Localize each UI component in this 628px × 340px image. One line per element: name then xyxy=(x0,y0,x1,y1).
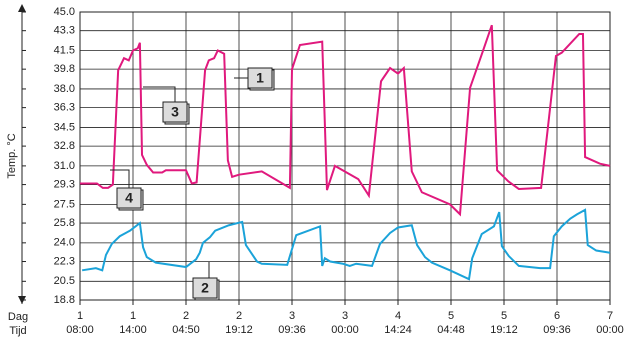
y-tick-label: 22.3 xyxy=(54,255,75,267)
y-tick-label: 34.5 xyxy=(54,121,75,133)
x-tick-label-time: 00:00 xyxy=(331,324,359,336)
callout: 4 xyxy=(116,187,144,211)
x-tick-label-time: 08:00 xyxy=(66,324,94,336)
y-tick-label: 32.8 xyxy=(54,140,75,152)
y-tick-label: 31.0 xyxy=(54,160,75,172)
callout-label: 4 xyxy=(125,190,133,206)
x-tick-label-time: 00:00 xyxy=(596,324,624,336)
y-tick-label: 29.3 xyxy=(54,178,75,190)
callout: 3 xyxy=(162,101,190,125)
y-tick-label: 36.3 xyxy=(54,102,75,114)
callout-box xyxy=(162,101,188,123)
y-tick-label: 25.8 xyxy=(54,217,75,229)
y-tick-label: 43.3 xyxy=(54,25,75,37)
x-tick-label: 7 xyxy=(607,310,613,322)
y-tick-label: 18.8 xyxy=(54,294,75,306)
x-axis-label: Dag xyxy=(8,311,28,323)
y-tick-label: 38.0 xyxy=(54,83,75,95)
x-tick-label: 2 xyxy=(183,310,189,322)
x-tick-label: 1 xyxy=(77,310,83,322)
y-tick-label: 45.0 xyxy=(54,6,75,18)
x-axis-label-2: Tijd xyxy=(9,325,26,337)
x-tick-label: 3 xyxy=(289,310,295,322)
x-tick-label-time: 19:12 xyxy=(225,324,253,336)
x-tick-label-time: 04:48 xyxy=(437,324,465,336)
x-tick-label: 1 xyxy=(130,310,136,322)
callout: 1 xyxy=(247,67,275,91)
callout-box xyxy=(192,277,218,299)
x-tick-label: 6 xyxy=(554,310,560,322)
x-tick-label-time: 09:36 xyxy=(278,324,306,336)
callout-label: 1 xyxy=(256,70,264,86)
x-tick-label: 5 xyxy=(448,310,454,322)
callout-box xyxy=(116,187,142,209)
callout-box xyxy=(247,67,273,89)
x-tick-label-time: 19:12 xyxy=(490,324,518,336)
y-axis-label: Temp. °C xyxy=(6,133,18,178)
callout-leader xyxy=(143,86,176,102)
series-line xyxy=(80,24,611,217)
y-tick-label: 27.5 xyxy=(54,198,75,210)
x-tick-label-time: 14:00 xyxy=(119,324,147,336)
x-tick-label-time: 04:50 xyxy=(172,324,200,336)
callout-leader xyxy=(110,169,130,188)
y-tick-label: 41.5 xyxy=(54,44,75,56)
x-tick-label-time: 09:36 xyxy=(543,324,571,336)
callout: 2 xyxy=(192,277,220,301)
x-tick-label: 5 xyxy=(501,310,507,322)
callout-label: 3 xyxy=(171,104,179,120)
y-tick-label: 20.5 xyxy=(54,275,75,287)
y-tick-label: 39.8 xyxy=(54,63,75,75)
x-tick-label: 2 xyxy=(236,310,242,322)
x-tick-label-time: 14:24 xyxy=(384,324,412,336)
series-line xyxy=(81,208,611,281)
x-tick-label: 4 xyxy=(395,310,401,322)
x-tick-label: 3 xyxy=(342,310,348,322)
callout-label: 2 xyxy=(201,280,209,296)
y-tick-label: 24.0 xyxy=(54,237,75,249)
